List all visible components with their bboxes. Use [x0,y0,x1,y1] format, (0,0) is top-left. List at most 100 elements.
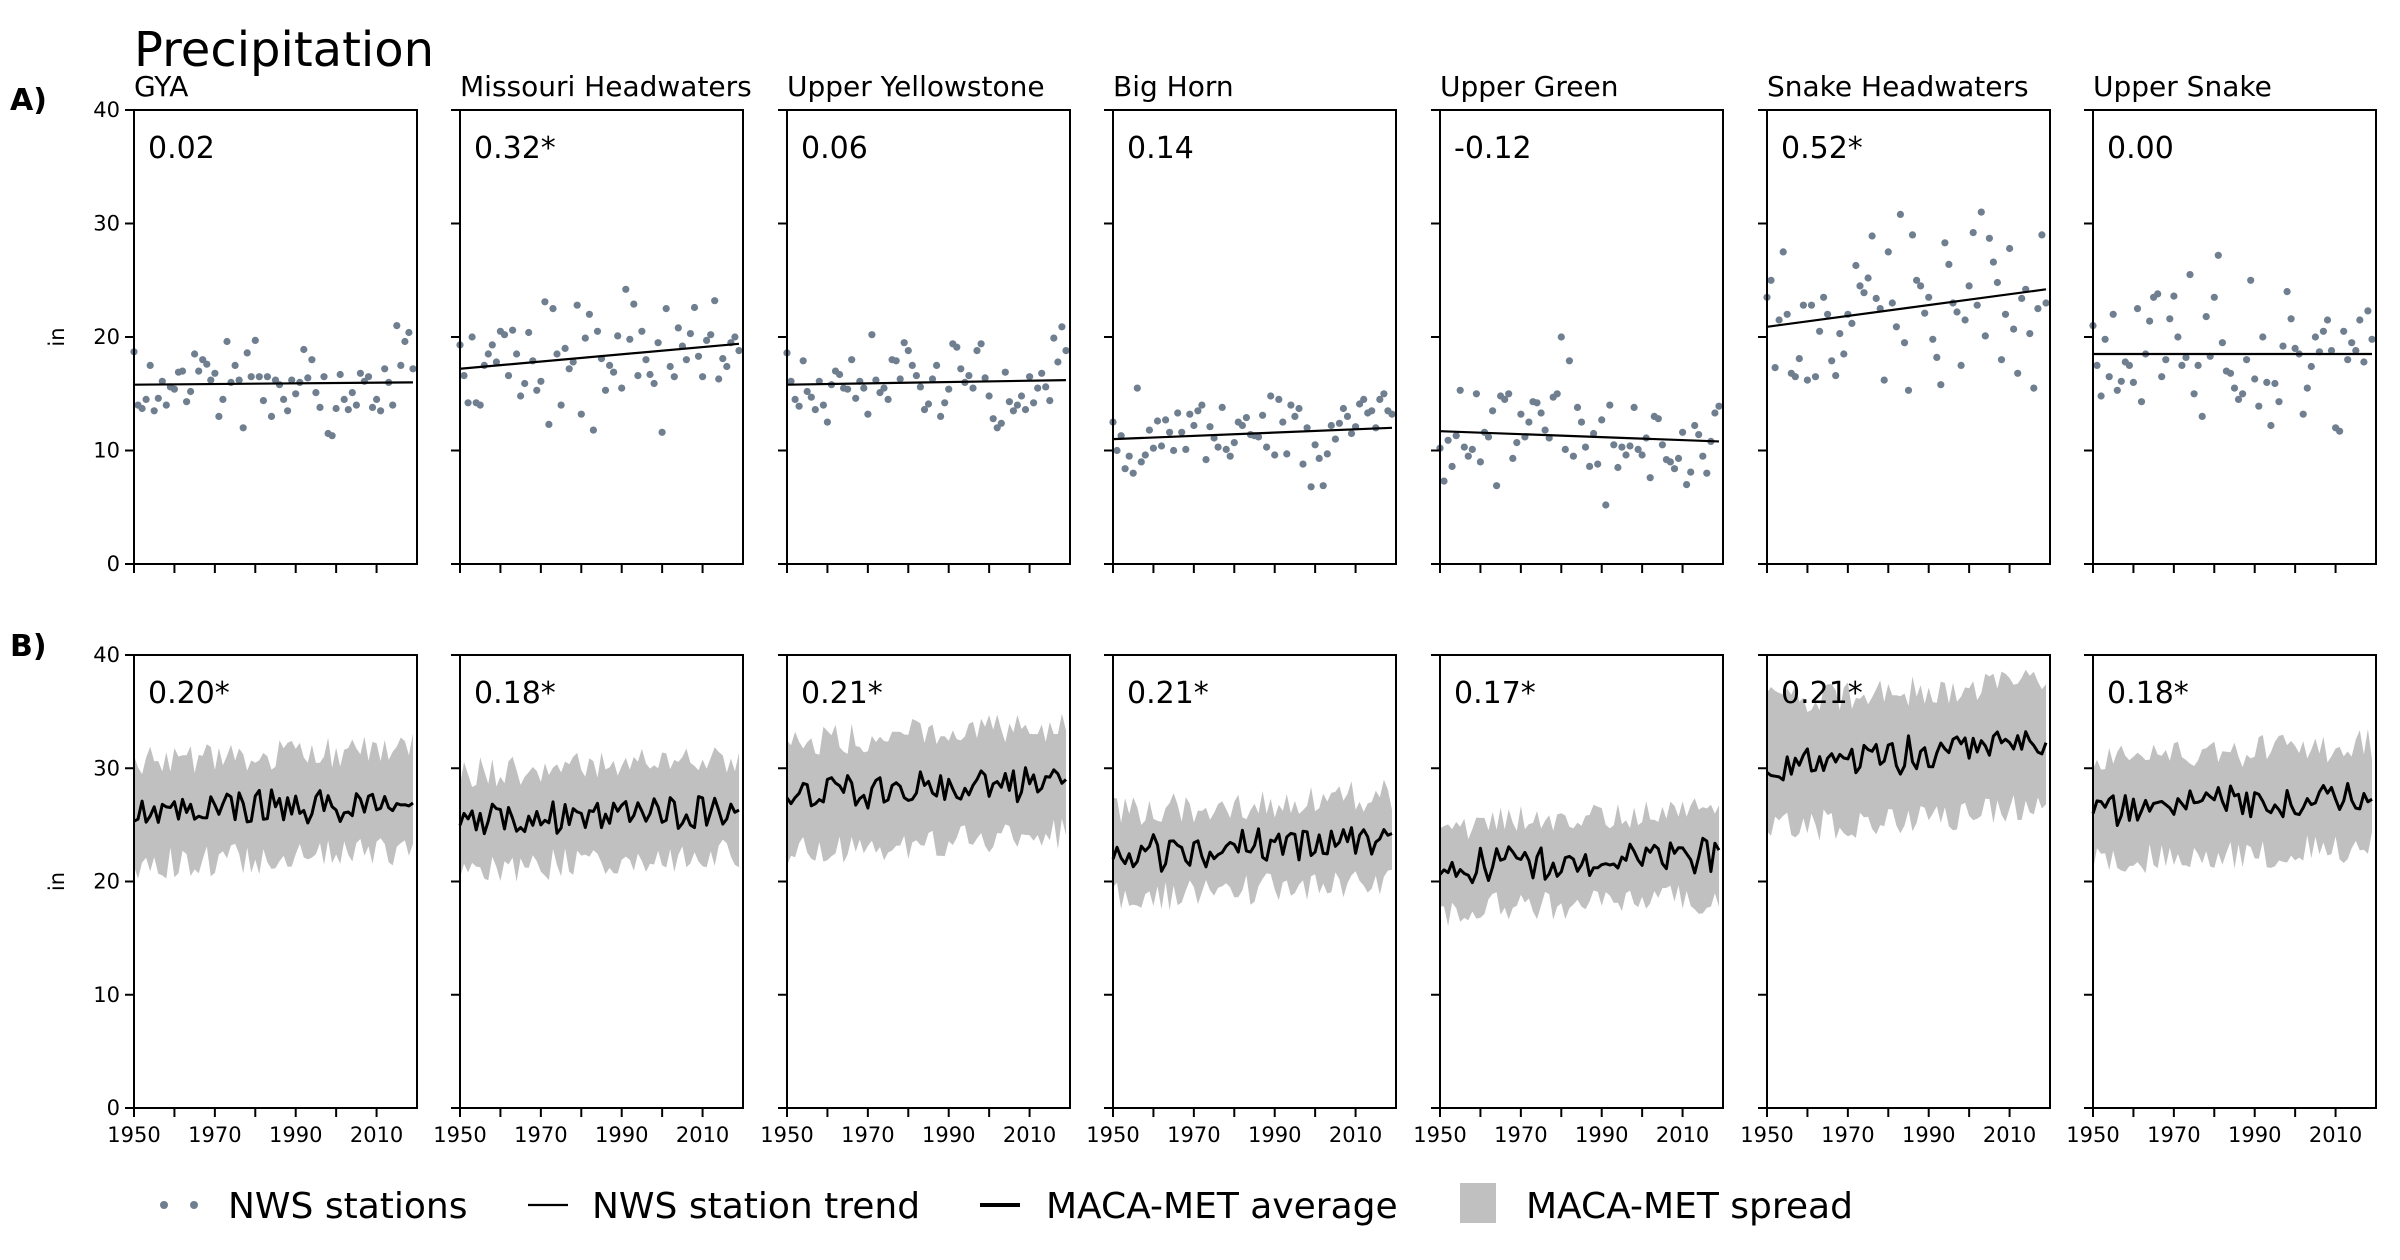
station-point [1517,410,1525,418]
station-point [2251,375,2259,383]
panel-frame [1112,109,1397,565]
station-point [1791,373,1799,381]
station-point [1157,442,1166,450]
station-point [1795,355,1803,363]
station-point [1476,458,1484,466]
station-point [1929,335,1937,343]
station-point [864,410,872,418]
station-point [1606,401,1614,409]
station-point [1133,384,1141,392]
station-point [953,343,961,351]
panel-snake-headwaters-row-b: 1950 1970 1990 2010 0.21* [1740,654,2051,1147]
station-point [1505,390,1513,398]
station-point [601,386,610,394]
trend-value-label: -0.12 [1454,131,1532,166]
station-point [1695,431,1703,439]
station-point [1767,276,1775,284]
station-point [300,345,308,354]
station-point [819,401,828,409]
row-label-a: A) [10,83,47,118]
station-point [344,406,352,414]
maca-average-line [1438,836,1721,885]
trend-value-label: 0.32* [474,131,556,166]
station-point [1017,392,1026,400]
station-point [799,357,807,365]
station-point [807,393,815,401]
station-point [2360,358,2368,366]
station-point [464,399,472,407]
station-trend-line [1112,426,1393,441]
station-point [1824,310,1832,318]
station-point [1892,323,1900,331]
trend-value-label: 0.21* [801,676,883,711]
station-point [308,356,316,364]
station-point [1969,229,1977,237]
x-tick-label: 1970 [1494,1123,1547,1147]
panel-frame [459,654,744,1109]
station-point [1569,452,1577,460]
station-point [1468,445,1476,453]
station-point [1444,436,1452,444]
station-point [513,350,521,358]
station-point [2105,373,2113,381]
station-point [203,360,211,368]
station-point [397,361,405,369]
station-point [614,332,622,340]
trend-value-label: 0.00 [2107,131,2174,166]
station-point [2311,333,2319,341]
station-point [1315,454,1323,462]
station-point [650,379,658,388]
panel-title: Snake Headwaters [1767,70,2029,103]
station-point [585,310,594,318]
station-point [1985,234,1993,242]
station-trend-line [133,381,413,386]
station-point [138,404,146,413]
x-tick-label: 1970 [2147,1123,2200,1147]
station-point [2109,310,2117,318]
station-point [484,350,492,358]
station-point [1634,445,1642,453]
station-point [1186,410,1194,418]
station-point [1868,232,1876,240]
station-point [622,285,630,293]
row-label-b: B) [10,629,47,664]
y-axis-label: in [45,872,69,891]
station-point [2178,361,2186,369]
x-tick-label: 1970 [1167,1123,1220,1147]
station-point [1561,445,1569,453]
trend-value-label: 0.17* [1454,676,1536,711]
station-point [2198,412,2206,420]
station-point [2174,333,2182,341]
panel-big-horn-row-a: Big Horn 0.14 [1104,70,1397,573]
station-point [219,395,227,403]
x-tick-label: 1990 [269,1123,322,1147]
station-point [1311,441,1319,449]
station-point [1145,426,1153,434]
station-point [969,384,977,392]
station-point [1153,417,1162,425]
station-point [364,373,373,381]
station-point [492,358,500,366]
station-point [521,379,529,388]
station-point [900,339,908,347]
station-point [928,375,937,383]
station-point [2101,335,2109,343]
station-point [1214,443,1222,451]
station-point [2146,317,2154,325]
y-tick-label: 30 [93,212,120,236]
station-point [1190,421,1198,430]
station-point [1327,421,1335,430]
station-point [356,369,364,377]
station-point [654,339,662,347]
station-point [916,383,925,391]
station-point [1493,482,1501,490]
panel-title: Big Horn [1113,70,1234,103]
station-point [537,377,545,385]
station-point [1856,282,1864,290]
station-point [1658,441,1666,449]
station-point [666,362,674,371]
station-point [2299,410,2307,418]
station-point [377,407,385,415]
station-point [1598,416,1606,424]
station-point [263,373,271,381]
